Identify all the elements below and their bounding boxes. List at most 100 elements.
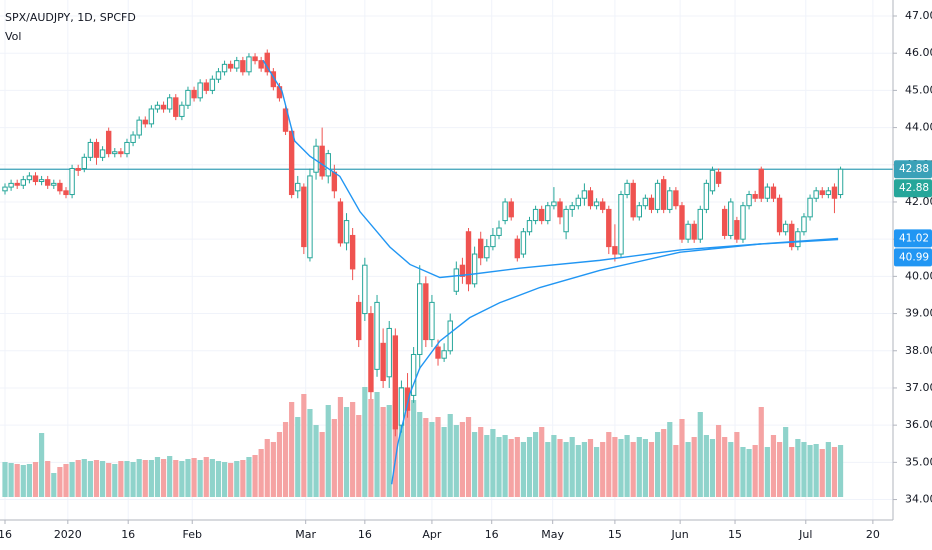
volume-bar: [81, 459, 87, 497]
candle-body: [679, 205, 685, 240]
volume-bar: [112, 464, 118, 497]
price-tag-label: 42.88: [899, 163, 929, 175]
candle-body: [685, 223, 691, 240]
volume-bar: [350, 402, 356, 497]
volume-bar: [289, 402, 295, 497]
volume-bar: [661, 429, 667, 497]
candle-body: [301, 186, 307, 248]
candle-body: [660, 179, 667, 210]
volume-bar: [45, 461, 51, 497]
volume-bar: [715, 425, 722, 497]
volume-pane: [2, 387, 844, 497]
candle-body: [398, 387, 405, 426]
volume-bar: [282, 422, 289, 497]
candle-body: [490, 234, 496, 248]
volume-bar: [459, 422, 466, 497]
x-tick-label: 2020: [54, 528, 82, 541]
volume-bar: [368, 399, 374, 497]
candle-body: [2, 186, 8, 192]
volume-bar: [331, 419, 337, 497]
candle-body: [26, 175, 33, 181]
candle-body: [563, 208, 569, 233]
candle-body: [288, 130, 295, 196]
candle-body: [642, 197, 649, 207]
y-tick-label: 39.00: [905, 307, 932, 320]
volume-bar: [429, 422, 435, 497]
volume-bar: [831, 447, 838, 497]
volume-bar: [264, 439, 270, 497]
candle-body: [514, 238, 521, 259]
volume-bar: [642, 439, 648, 497]
volume-bar: [228, 463, 234, 497]
volume-bar: [612, 437, 618, 497]
candle-body: [630, 182, 636, 218]
volume-bar: [453, 425, 459, 497]
candle-body: [795, 231, 801, 248]
candle-body: [191, 89, 197, 99]
price-tag: [894, 229, 932, 248]
volume-bar: [636, 437, 642, 497]
volume-bar: [87, 461, 93, 497]
volume-bar: [606, 432, 612, 497]
candle-body: [331, 171, 338, 192]
volume-bar: [447, 414, 453, 497]
candle-body: [252, 56, 258, 62]
y-tick-label: 36.00: [905, 418, 932, 431]
volume-bar: [51, 473, 57, 497]
volume-bar: [179, 461, 185, 497]
volume-bar: [191, 458, 197, 497]
y-tick-label: 38.00: [905, 344, 932, 357]
candle-body: [356, 301, 362, 341]
candle-body: [51, 182, 57, 186]
volume-bar: [26, 464, 32, 497]
candle-body: [57, 182, 63, 192]
volume-bar: [697, 412, 703, 497]
candle-body: [173, 97, 179, 117]
volume-bar: [32, 462, 39, 497]
candle-body: [185, 89, 191, 106]
candle-body: [75, 167, 81, 171]
volume-bar: [837, 445, 844, 497]
candle-body: [673, 190, 679, 207]
volume-bar: [472, 432, 478, 497]
candle-body: [14, 182, 20, 186]
chart-title: SPX/AUDJPY, 1D, SPCFD: [5, 11, 136, 24]
volume-bar: [654, 432, 661, 497]
candle-body: [337, 201, 344, 244]
candle-body: [215, 71, 222, 80]
candle-body: [81, 156, 87, 169]
candle-body: [484, 246, 490, 259]
candle-body: [813, 190, 819, 199]
price-pane: [0, 49, 893, 485]
x-tick-label: 16: [0, 528, 12, 541]
candle-body: [459, 264, 466, 277]
volume-bar: [563, 442, 569, 497]
candle-body: [636, 205, 642, 218]
candle-body: [447, 320, 453, 352]
candle-body: [417, 283, 423, 355]
volume-bar: [691, 437, 697, 497]
volume-bar: [337, 397, 344, 497]
volume-bar: [807, 445, 813, 497]
volume-bar: [819, 449, 825, 497]
price-tag-label: 42.88: [899, 182, 929, 194]
candle-body: [246, 56, 252, 73]
volume-bar: [441, 427, 447, 497]
candle-body: [441, 350, 447, 359]
x-tick-label: 20: [866, 528, 880, 541]
candle-body: [496, 227, 502, 236]
candle-body: [221, 63, 228, 73]
candle-body: [782, 223, 789, 233]
candle-body: [532, 208, 539, 222]
candle-body: [709, 169, 716, 192]
volume-bar: [752, 445, 758, 497]
volume-bar: [130, 462, 136, 497]
candle-body: [557, 201, 563, 218]
volume-bar: [240, 460, 246, 497]
x-tick-label: 15: [728, 528, 742, 541]
candle-body: [752, 194, 758, 199]
volume-bar: [75, 460, 81, 497]
volume-bar: [246, 457, 252, 497]
volume-bar: [173, 460, 179, 497]
candle-body: [703, 182, 710, 210]
